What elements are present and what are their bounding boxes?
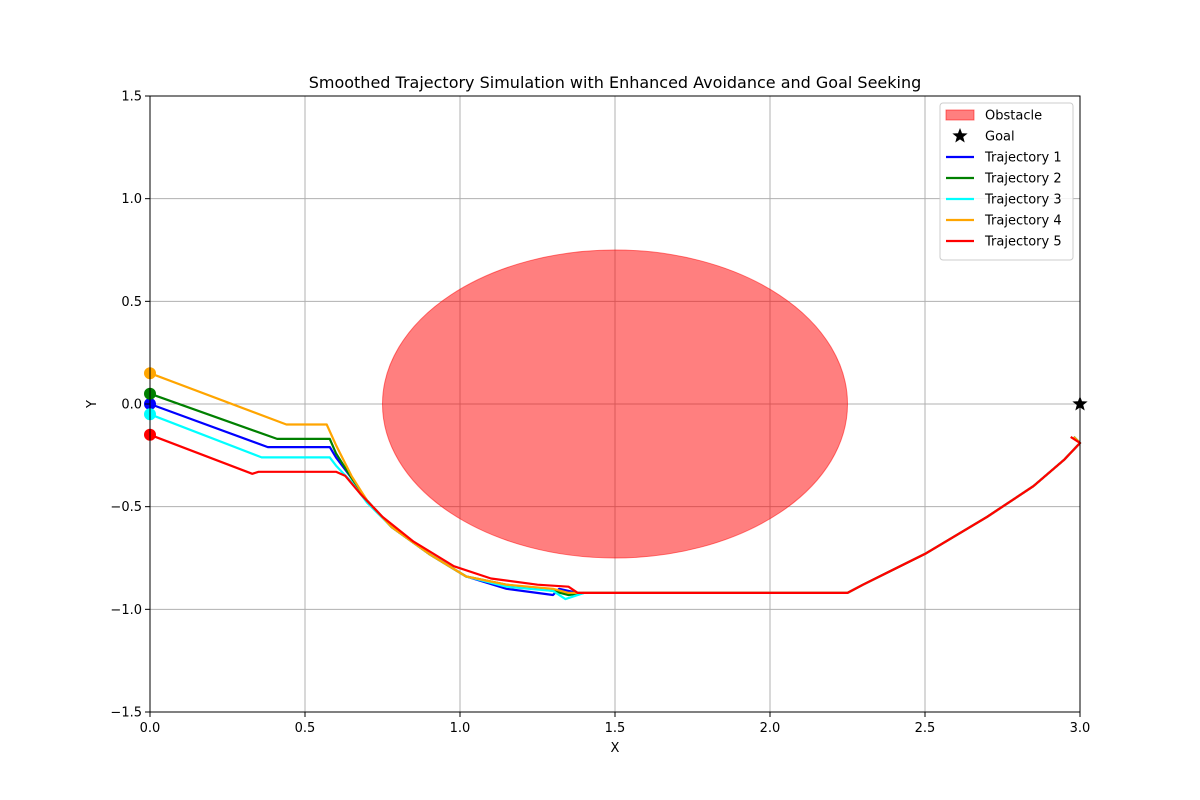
legend-obstacle-label: Obstacle bbox=[985, 109, 1042, 124]
x-tick-label: 3.0 bbox=[1070, 721, 1091, 736]
legend-trajectory-2-label: Trajectory 2 bbox=[984, 172, 1062, 187]
trajectory-5-line bbox=[149, 433, 1082, 595]
obstacle-layer bbox=[382, 249, 848, 559]
x-tick-label: 2.5 bbox=[915, 721, 936, 736]
x-axis-label: X bbox=[611, 741, 620, 756]
ticks-layer: 0.0 0.5 1.0 1.5 2.0 2.5 3.0 −1.5 −1.0 −0.5 0.0 0.5 1… bbox=[110, 90, 1090, 737]
x-tick-label: 1.5 bbox=[605, 721, 626, 736]
legend-goal-label: Goal bbox=[985, 130, 1015, 145]
y-axis-label: Y bbox=[85, 400, 100, 409]
legend-trajectory-4-label: Trajectory 4 bbox=[984, 214, 1062, 229]
y-tick-label: −1.0 bbox=[110, 603, 142, 618]
x-tick-label: 0.5 bbox=[295, 721, 316, 736]
y-tick-label: −1.5 bbox=[110, 706, 142, 721]
y-tick-label: 0.5 bbox=[121, 295, 142, 310]
legend-trajectory-5-label: Trajectory 5 bbox=[984, 235, 1062, 250]
x-tick-label: 0.0 bbox=[140, 721, 161, 736]
legend-trajectory-3-label: Trajectory 3 bbox=[984, 193, 1062, 208]
legend-goal-star bbox=[952, 128, 968, 143]
y-tick-label: 0.0 bbox=[121, 398, 142, 413]
legend: Obstacle Goal Trajectory 1 Trajectory 2 Traj… bbox=[939, 102, 1074, 261]
y-tick-label: 1.0 bbox=[121, 192, 142, 207]
legend-trajectory-1-label: Trajectory 1 bbox=[984, 151, 1062, 166]
y-tick-label: 1.5 bbox=[121, 90, 142, 105]
series-layer bbox=[144, 367, 1082, 601]
x-tick-label: 1.0 bbox=[450, 721, 471, 736]
x-tick-label: 2.0 bbox=[760, 721, 781, 736]
legend-obstacle-swatch bbox=[945, 109, 975, 121]
y-tick-label: −0.5 bbox=[110, 500, 142, 515]
obstacle-ellipse bbox=[382, 249, 848, 559]
chart-title: Smoothed Trajectory Simulation with Enha… bbox=[309, 73, 922, 92]
